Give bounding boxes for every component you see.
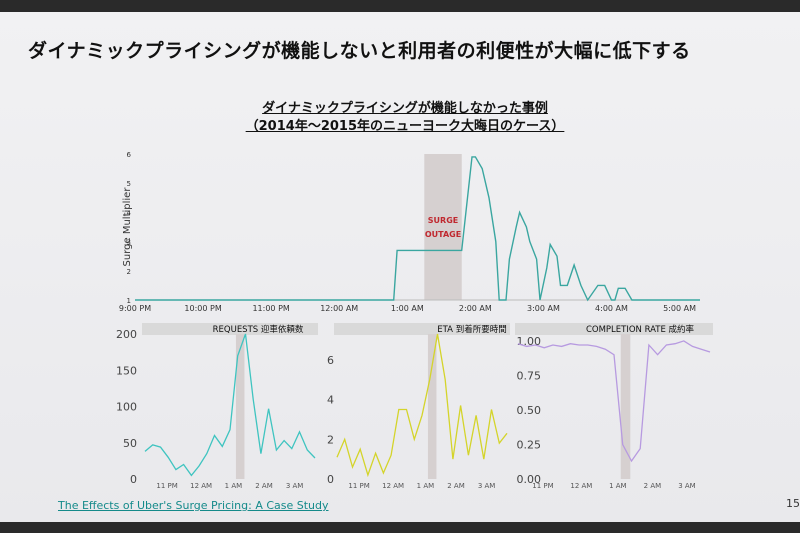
surge-x-tick-label: 3:00 AM [527,304,560,313]
surge-x-tick-label: 2:00 AM [459,304,492,313]
surge-x-tick-label: 12:00 AM [320,304,358,313]
chart-subtitle-line1: ダイナミックプライシングが機能しなかった事例 [262,101,548,116]
surge-x-tick-label: 10:00 PM [184,304,221,313]
requests-y-tick-label: 0 [130,473,137,486]
requests-y-tick-label: 100 [116,401,137,414]
requests-title: REQUESTS 迎車依頼数 [213,324,304,335]
surge-x-tick-label: 1:00 AM [391,304,424,313]
surge-y-tick-label: 2 [127,268,131,276]
eta-x-tick-label: 11 PM [348,482,369,490]
eta-x-tick-label: 1 AM [417,482,435,490]
surge-y-tick-label: 3 [127,239,131,247]
eta-series-line [336,333,508,478]
eta-x-tick-label: 2 AM [447,482,465,490]
surge-series-line [135,156,700,302]
requests-x-tick-label: 11 PM [156,482,177,490]
source-link[interactable]: The Effects of Uber's Surge Pricing: A C… [58,499,329,512]
surge-x-tick-label: 4:00 AM [595,304,628,313]
surge-y-tick-label: 6 [127,151,132,159]
completion-x-tick-label: 11 PM [532,482,553,490]
completion-title-band [515,323,713,335]
page-number: 15 [786,497,800,510]
eta-title-band [334,323,510,335]
chart-subtitle-line2: （2014年〜2015年のニューヨーク大晦日のケース） [245,119,565,134]
completion-title: COMPLETION RATE 成約率 [586,324,695,335]
eta-y-tick-label: 2 [327,433,334,446]
eta-y-tick-label: 0 [327,473,334,486]
eta-y-tick-label: 4 [327,394,334,407]
surge-y-tick-label: 1 [127,297,131,305]
eta-title: ETA 到着所要時間 [437,324,506,335]
completion-x-tick-label: 2 AM [644,482,662,490]
surge-x-tick-label: 11:00 PM [252,304,289,313]
completion-series-line [517,340,711,463]
eta-x-tick-label: 3 AM [478,482,496,490]
completion-y-tick-label: 0.75 [517,369,542,382]
slide-headline: ダイナミックプライシングが機能しないと利用者の利便性が大幅に低下する [28,40,691,62]
completion-x-tick-label: 3 AM [678,482,696,490]
eta-y-tick-label: 6 [327,354,334,367]
eta-x-tick-label: 12 AM [382,482,404,490]
requests-x-tick-label: 3 AM [286,482,304,490]
requests-y-tick-label: 200 [116,328,137,341]
completion-x-tick-label: 12 AM [570,482,592,490]
completion-y-tick-label: 0.25 [517,438,542,451]
completion-y-tick-label: 0.00 [517,473,542,486]
eta-outage-band [427,334,437,479]
requests-series-line [144,333,316,477]
surge-y-axis-label: Surge Multiplier [122,187,133,267]
requests-title-band [142,323,318,335]
completion-x-tick-label: 1 AM [609,482,627,490]
surge-y-tick-label: 5 [127,180,131,188]
completion-outage-band [620,334,631,479]
requests-x-tick-label: 12 AM [190,482,212,490]
requests-outage-band [235,334,245,479]
surge-outage-label: OUTAGE [425,230,461,239]
surge-outage-label: SURGE [428,216,458,225]
surge-y-tick-label: 4 [127,209,132,217]
requests-x-tick-label: 1 AM [225,482,243,490]
completion-y-tick-label: 0.50 [517,404,542,417]
requests-x-tick-label: 2 AM [255,482,273,490]
slide: ダイナミックプライシングが機能しないと利用者の利便性が大幅に低下する ダイナミッ… [0,12,800,522]
requests-y-tick-label: 150 [116,364,137,377]
surge-x-tick-label: 5:00 AM [663,304,696,313]
surge-x-tick-label: 9:00 PM [119,304,151,313]
requests-y-tick-label: 50 [123,437,137,450]
surge-outage-band [424,154,462,300]
